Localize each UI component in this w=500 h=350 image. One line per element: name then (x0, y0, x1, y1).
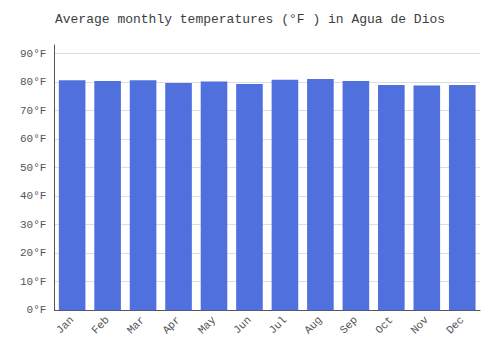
svg-text:20°F: 20°F (20, 247, 46, 259)
svg-text:Feb: Feb (89, 314, 111, 336)
svg-text:Jan: Jan (54, 314, 76, 336)
svg-text:Sep: Sep (338, 314, 360, 336)
svg-text:Apr: Apr (160, 314, 182, 336)
svg-text:Nov: Nov (409, 314, 432, 337)
svg-text:70°F: 70°F (20, 105, 46, 117)
svg-text:10°F: 10°F (20, 276, 46, 288)
svg-text:Aug: Aug (302, 314, 324, 336)
svg-text:Jul: Jul (267, 314, 289, 336)
svg-text:Oct: Oct (373, 314, 395, 336)
svg-text:50°F: 50°F (20, 162, 46, 174)
svg-text:Jun: Jun (231, 314, 253, 336)
svg-text:Average monthly temperatures (: Average monthly temperatures (°F ) in Ag… (55, 12, 445, 27)
svg-text:60°F: 60°F (20, 133, 46, 145)
svg-text:0°F: 0°F (27, 304, 47, 316)
svg-text:Mar: Mar (125, 314, 147, 336)
svg-text:90°F: 90°F (20, 48, 46, 60)
svg-text:40°F: 40°F (20, 190, 46, 202)
svg-text:30°F: 30°F (20, 219, 46, 231)
svg-text:80°F: 80°F (20, 76, 46, 88)
svg-text:May: May (196, 314, 219, 337)
svg-text:Dec: Dec (444, 314, 466, 336)
